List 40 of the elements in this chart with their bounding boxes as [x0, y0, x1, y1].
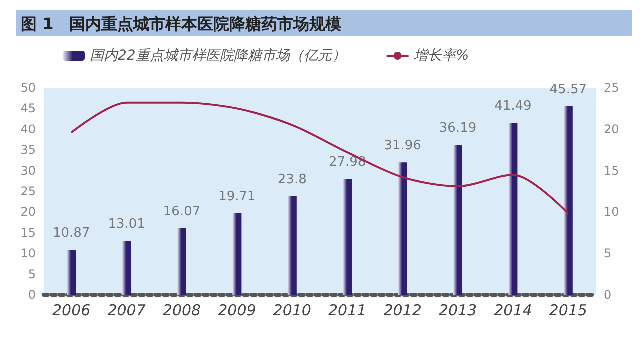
y-tick-label: 35: [20, 143, 36, 158]
y2-tick-label: 25: [604, 81, 620, 95]
data-label: 27.98: [328, 155, 366, 170]
chart-title: 图 1 国内重点城市样本医院降糖药市场规模: [21, 14, 342, 34]
data-label: 45.57: [550, 82, 588, 98]
data-label: 23.8: [278, 172, 307, 188]
x-tick-label: 2014: [494, 302, 532, 320]
x-tick-label: 2006: [52, 302, 91, 320]
y-tick-label: 15: [20, 226, 36, 240]
x-tick-label: 2008: [162, 302, 202, 320]
legend-label: 增长率%: [414, 48, 470, 64]
data-label: 13.01: [108, 217, 146, 232]
y-tick-label: 20: [20, 205, 36, 220]
y-tick-label: 30: [20, 164, 36, 178]
y-tick-label: 45: [20, 102, 36, 116]
x-tick-label: 2009: [218, 302, 256, 320]
x-tick-label: 2011: [328, 302, 367, 320]
y-tick-label: 5: [28, 267, 36, 282]
x-tick-label: 2012: [384, 302, 422, 320]
y2-tick-label: 10: [604, 205, 620, 220]
x-tick-label: 2007: [108, 302, 146, 320]
y-tick-label: 50: [20, 81, 36, 95]
y2-tick-label: 15: [604, 164, 620, 178]
x-tick-label: 2010: [273, 302, 312, 320]
data-label: 41.49: [494, 99, 532, 114]
data-label: 19.71: [218, 189, 256, 204]
y2-tick-label: 20: [604, 122, 620, 136]
y-tick-label: 25: [20, 184, 36, 198]
y2-tick-label: 5: [604, 246, 612, 261]
data-label: 31.96: [384, 138, 422, 154]
data-label: 10.87: [52, 226, 90, 241]
x-tick-label: 2013: [438, 302, 478, 320]
y-tick-label: 0: [28, 288, 36, 302]
y-tick-label: 40: [20, 122, 36, 136]
y-tick-label: 10: [20, 246, 36, 261]
legend-label: 国内22重点城市样医院降糖市场（亿元）: [90, 48, 346, 64]
y2-tick-label: 0: [604, 288, 612, 302]
x-tick-label: 2015: [549, 302, 588, 320]
data-label: 36.19: [439, 121, 477, 136]
data-label: 16.07: [163, 204, 201, 220]
